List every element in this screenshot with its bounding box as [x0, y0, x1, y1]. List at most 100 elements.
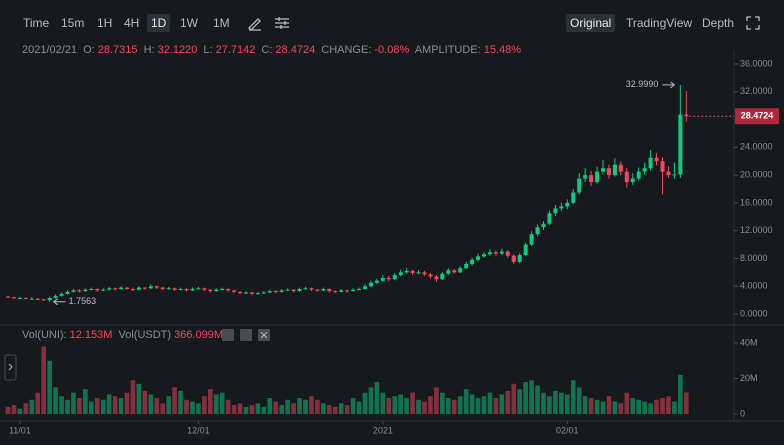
candle-body	[107, 288, 112, 290]
candle-body	[487, 252, 492, 255]
volume-bar	[309, 396, 314, 414]
volume-bar	[47, 360, 52, 414]
volume-bar	[422, 401, 427, 414]
candle-body	[136, 287, 141, 290]
candle-body	[583, 175, 588, 179]
interval-tab[interactable]: 1M	[213, 16, 230, 30]
panel-toggle[interactable]	[4, 354, 17, 381]
candle-body	[291, 289, 296, 292]
interval-tab[interactable]: 1H	[97, 16, 113, 30]
interval-tab[interactable]: 1W	[180, 16, 198, 30]
volume-bar	[398, 394, 403, 414]
volume-bar	[446, 398, 451, 414]
volume-bar	[338, 403, 344, 414]
volume-bar	[327, 405, 332, 414]
volume-bar	[559, 392, 564, 414]
volume-bar	[511, 383, 517, 414]
volume-bar	[606, 396, 612, 414]
volume-bar	[261, 406, 267, 414]
volume-bar	[529, 380, 534, 414]
volume-bar	[457, 396, 463, 414]
candle-body	[351, 289, 356, 292]
volume-bar	[350, 398, 356, 414]
candle-body	[482, 254, 486, 257]
candle-body	[612, 164, 617, 176]
candle-body	[249, 292, 254, 294]
value: 12.153M	[69, 329, 113, 341]
volume-bar	[648, 403, 653, 414]
candle-body	[368, 282, 373, 287]
candle-body	[553, 208, 558, 214]
candle-body	[517, 254, 522, 262]
volume-bar	[356, 401, 362, 414]
label: O:	[83, 44, 95, 56]
fullscreen-icon[interactable]	[745, 15, 761, 31]
legend-button[interactable]	[240, 329, 252, 341]
candle-body	[160, 287, 165, 289]
candle-body	[244, 292, 248, 294]
interval-tab[interactable]: 4H	[124, 16, 140, 30]
volume-bar	[380, 392, 386, 414]
y2-tick-label: 20M	[740, 373, 758, 383]
date: 2021/02/21	[22, 44, 78, 56]
volume-bar	[362, 392, 368, 414]
candle-body	[89, 289, 94, 290]
label: AMPLITUDE:	[414, 44, 481, 56]
toolbar-icons[interactable]	[246, 14, 296, 32]
interval-tab[interactable]: 15m	[61, 16, 85, 30]
interval-tab[interactable]: Time	[23, 16, 50, 30]
candle-body	[327, 289, 332, 292]
volume-bar	[249, 405, 255, 414]
volume-bar	[666, 396, 671, 414]
y-tick-label: 0.0000	[740, 308, 768, 318]
candle-body	[321, 289, 326, 291]
volume-bar	[178, 390, 183, 414]
interval-tab[interactable]: 1D	[147, 14, 171, 32]
label: H:	[143, 44, 155, 56]
value: 28.4724	[275, 44, 316, 56]
candle-body	[541, 223, 546, 228]
volume-bar	[11, 405, 17, 414]
last-price-tag	[735, 108, 779, 125]
volume-bar	[505, 390, 511, 414]
volume-bar	[279, 405, 284, 414]
value: 15.48%	[483, 44, 522, 56]
candle-body	[499, 251, 504, 254]
volume-bar	[77, 398, 82, 414]
candle-body	[232, 290, 237, 292]
volume-bar	[83, 389, 88, 414]
volume-bar	[29, 399, 35, 414]
volume-bar	[684, 392, 689, 414]
candle-body	[71, 290, 76, 292]
candle-body	[279, 290, 284, 292]
candle-body	[535, 227, 540, 235]
candle-body	[601, 168, 605, 172]
candle-body	[53, 295, 58, 299]
volume-bar	[517, 389, 522, 414]
view-tab[interactable]: TradingView	[626, 16, 693, 30]
candle-body	[660, 161, 665, 172]
y2-tick-label: 40M	[740, 337, 758, 347]
candle-body	[440, 273, 445, 280]
candle-body	[547, 213, 552, 224]
candle-body	[666, 171, 671, 176]
candle-body	[493, 252, 498, 254]
volume-bar	[94, 398, 100, 414]
candle-body	[113, 288, 118, 290]
candle-body	[404, 270, 409, 273]
legend-button[interactable]	[222, 329, 234, 341]
volume-bar	[434, 387, 439, 414]
label: C:	[261, 44, 273, 56]
candle-body	[190, 289, 195, 291]
view-tab[interactable]: Depth	[702, 16, 735, 30]
volume-bar	[231, 405, 237, 414]
y-tick-label: 24.0000	[740, 142, 773, 152]
volume-bar	[451, 399, 457, 414]
label: Vol(USDT)	[118, 329, 172, 341]
view-tab[interactable]: Original	[566, 14, 616, 32]
candle-body	[95, 289, 100, 291]
candle-body	[672, 174, 677, 176]
candle-body	[41, 299, 46, 301]
volume-bar	[100, 399, 106, 414]
